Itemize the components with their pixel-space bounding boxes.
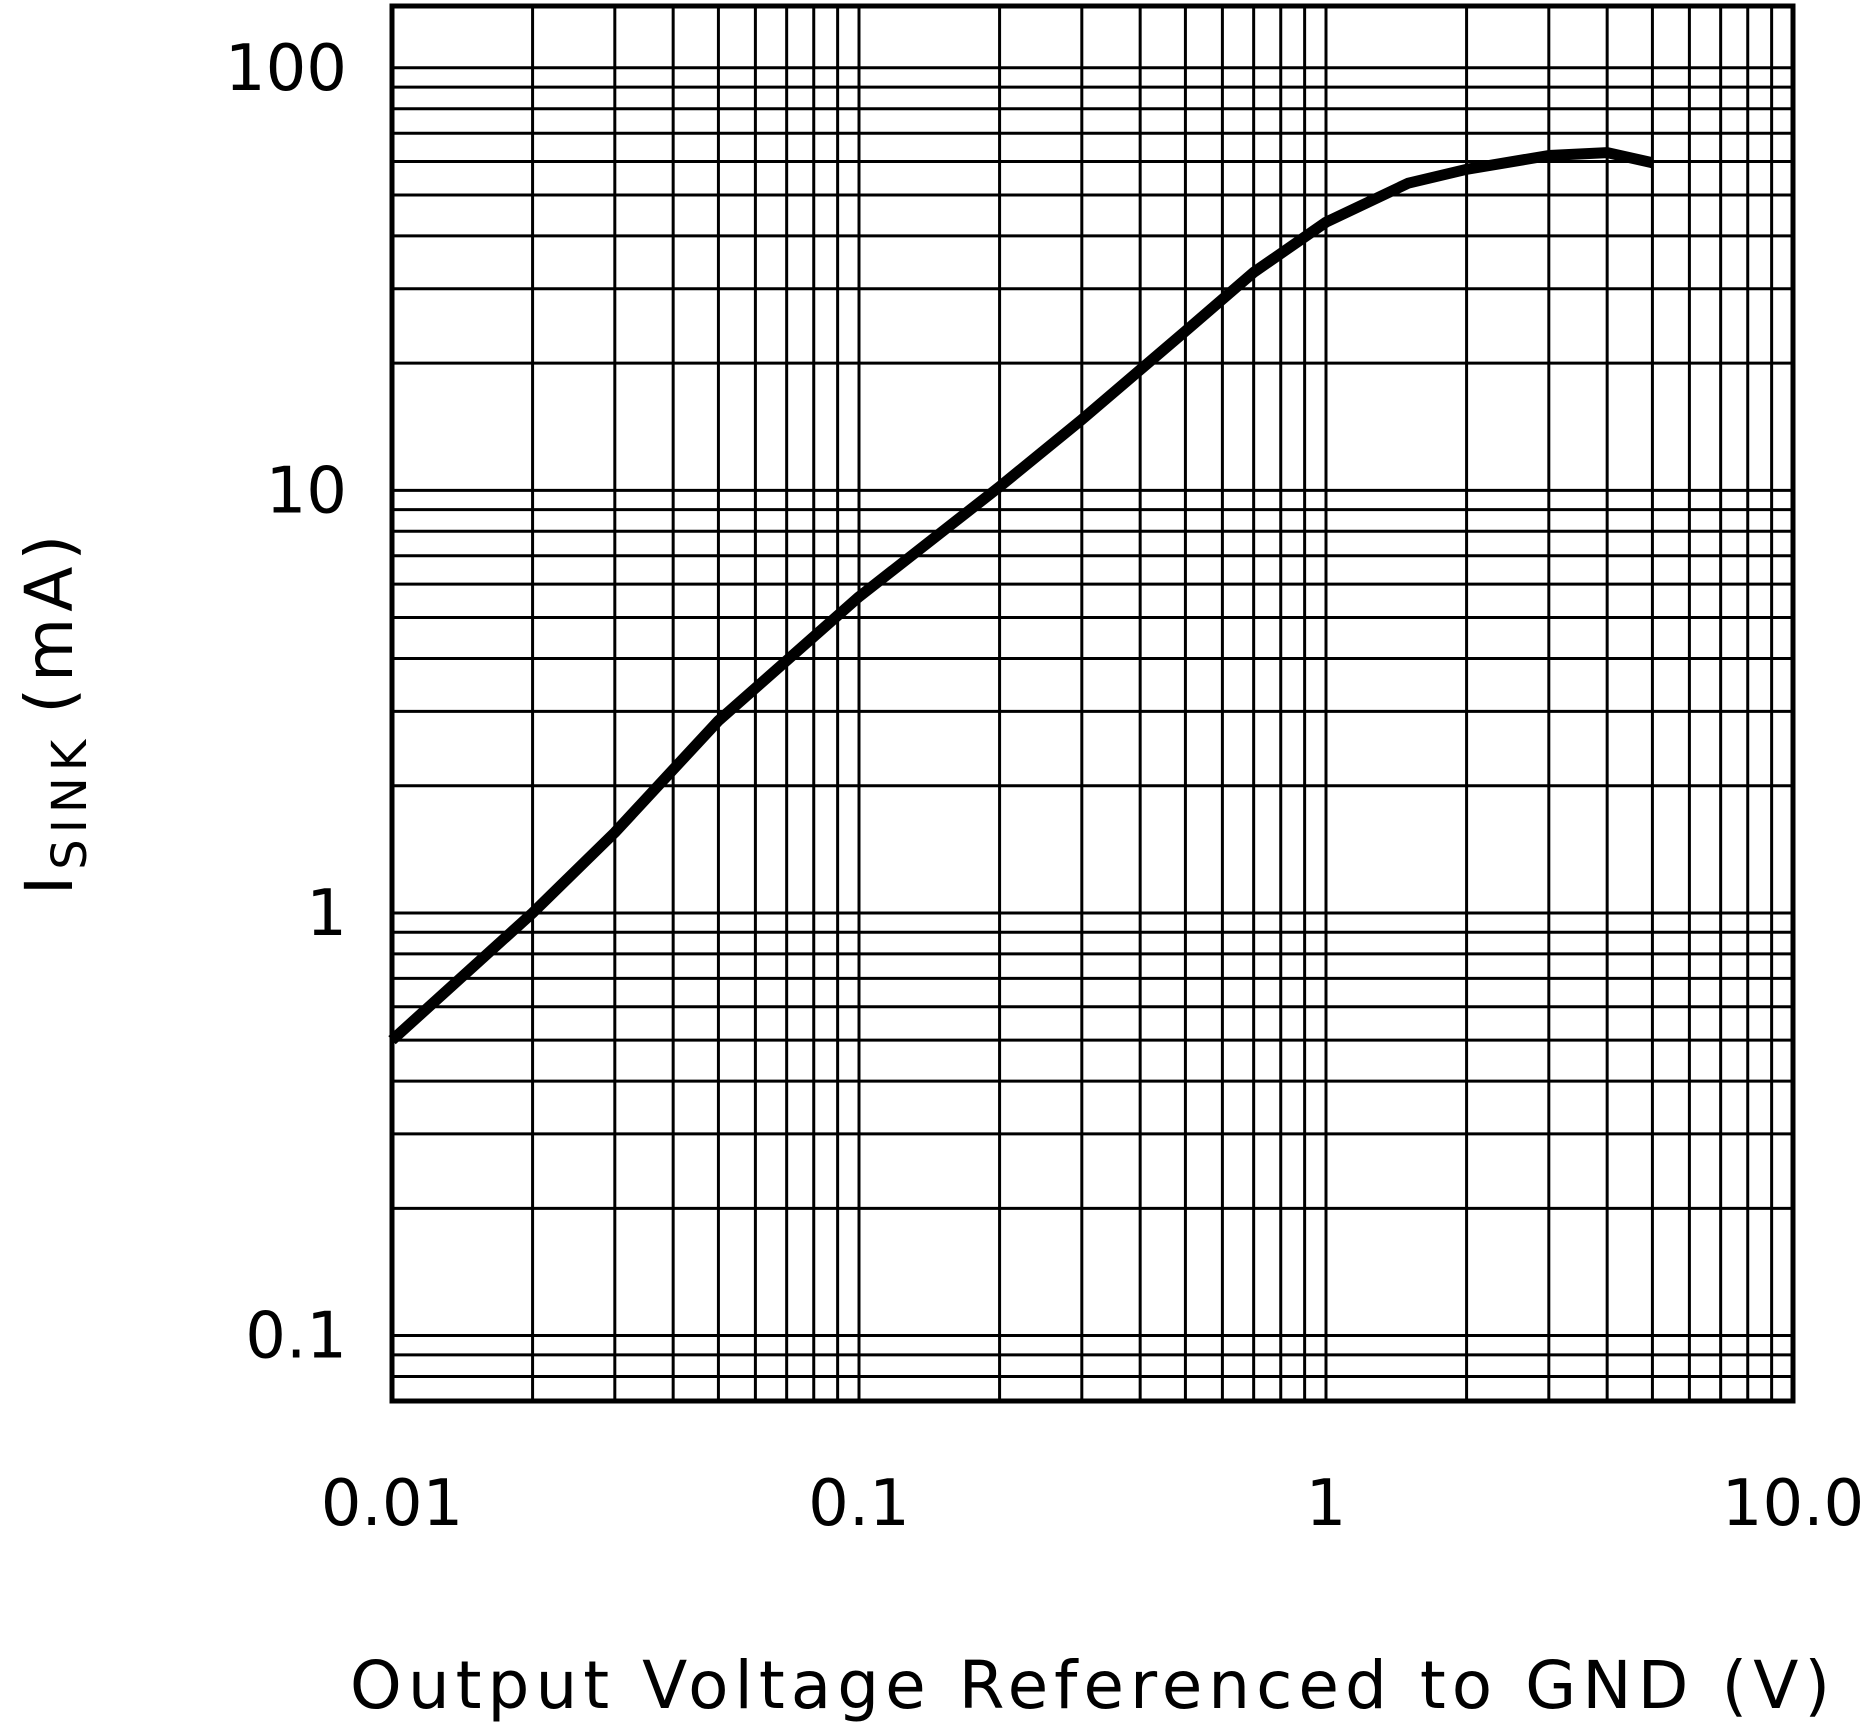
x-tick-label: 0.01 <box>321 1467 464 1541</box>
y-tick-label: 0.1 <box>245 1300 347 1374</box>
x-axis-label: Output Voltage Referenced to GND (V) <box>350 1647 1836 1724</box>
y-tick-label: 10 <box>266 454 347 528</box>
y-label-unit: (mA) <box>11 529 88 714</box>
y-label-main: I <box>11 870 88 895</box>
y-label-sub: SINK <box>42 734 98 870</box>
y-tick-label: 1 <box>306 877 347 951</box>
x-tick-label: 10.0 <box>1722 1467 1862 1541</box>
x-tick-label: 1 <box>1306 1467 1347 1541</box>
y-axis-label: ISINK (mA) <box>11 529 98 895</box>
y-tick-label: 100 <box>225 32 347 106</box>
x-tick-label: 0.1 <box>808 1467 910 1541</box>
plot-frame <box>389 3 1796 1404</box>
data-line <box>388 147 1654 1045</box>
